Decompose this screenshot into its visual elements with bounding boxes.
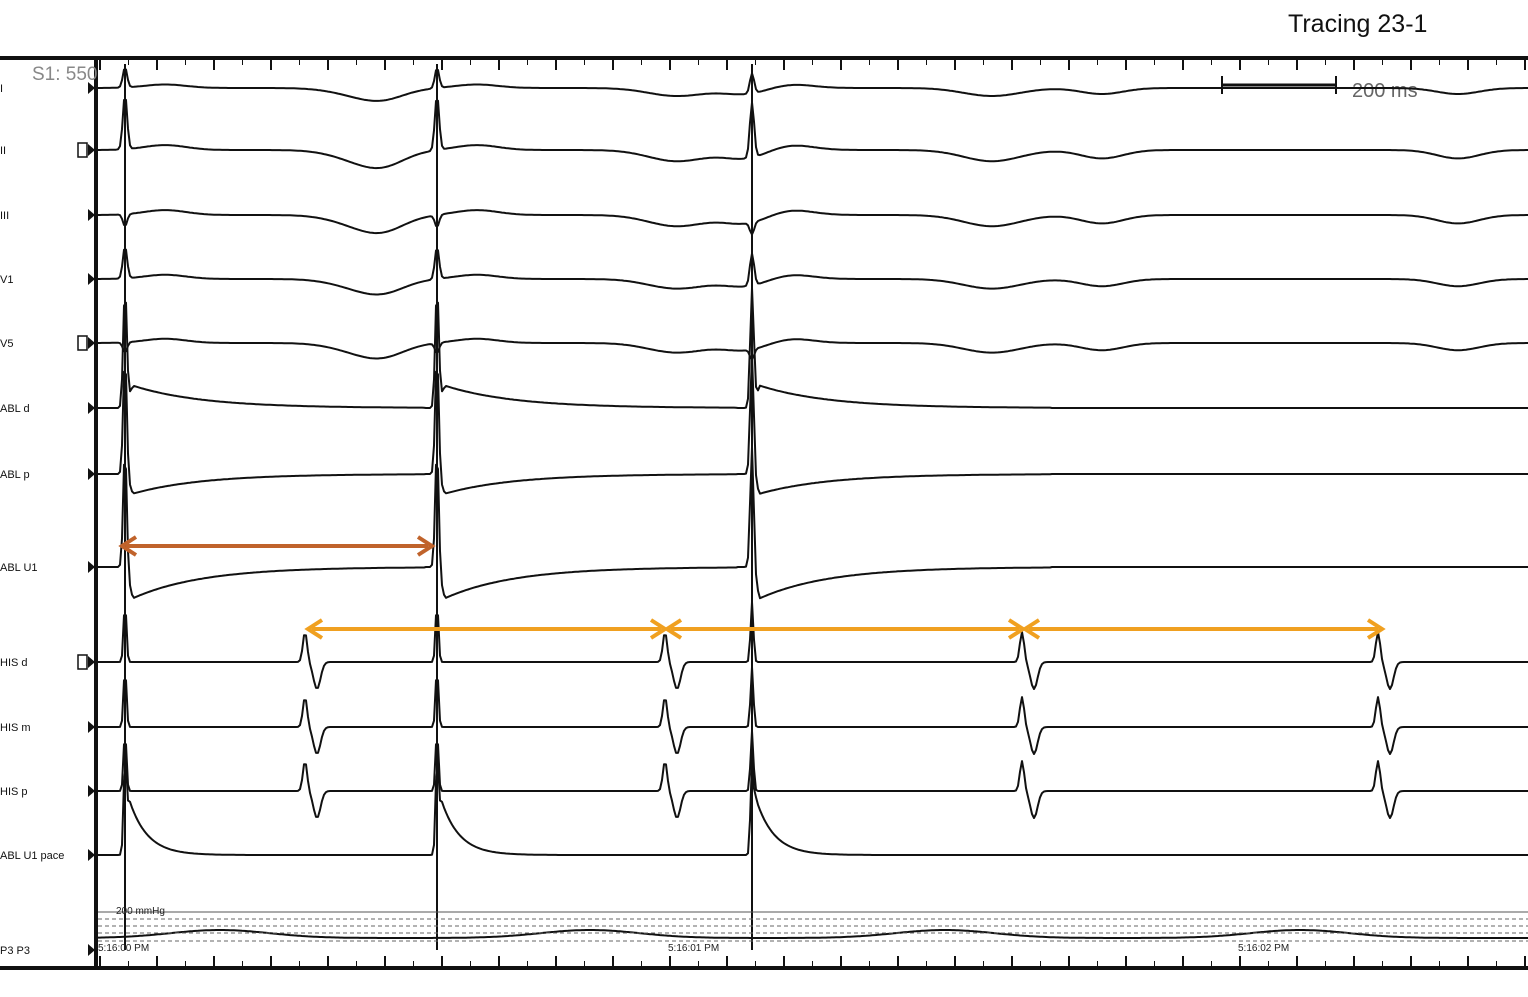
channel-badge	[77, 142, 88, 158]
channel-marker	[88, 337, 95, 349]
trace-his-p	[98, 730, 1528, 819]
trace-lead-v5	[98, 337, 1528, 361]
time-mark-2: 5:16:01 PM	[668, 943, 719, 954]
traces	[98, 64, 1528, 950]
lead-label-v5: V5	[0, 338, 13, 350]
trace-lead-iii	[98, 209, 1528, 236]
pressure-label: 200 mmHg	[116, 906, 165, 917]
protocol-label: S1: 550	[32, 64, 98, 85]
his-interval-arrow-2	[663, 618, 1027, 640]
trace-abl-u1-pace	[98, 759, 1528, 856]
interval-arrows	[118, 535, 1386, 640]
channel-badge	[77, 654, 88, 670]
tracing-title: Tracing 23-1	[1288, 10, 1428, 38]
bottom-time-ticks	[99, 956, 1526, 966]
channel-marker	[88, 209, 95, 221]
scale-bar: 200 ms	[1221, 76, 1418, 102]
lead-label-abl-p: ABL p	[0, 469, 30, 481]
channel-badge	[77, 335, 88, 351]
lead-label-i: I	[0, 83, 3, 95]
channel-marker	[88, 849, 95, 861]
his-interval-arrow-3	[1021, 618, 1386, 640]
trace-abl-p	[98, 353, 1528, 495]
pacing-interval-arrow	[118, 535, 436, 557]
trace-abl-d	[98, 287, 1528, 409]
lead-label-his-m: HIS m	[0, 722, 31, 734]
pressure-channel: 200 mmHg 5:16:00 PM 5:16:01 PM 5:16:02 P…	[98, 906, 1528, 954]
top-time-ticks	[99, 60, 1526, 70]
channel-marker	[88, 82, 95, 94]
lead-label-abl-d: ABL d	[0, 403, 30, 415]
trace-abl-u1	[98, 446, 1528, 600]
his-interval-arrow-1	[304, 618, 669, 640]
lead-label-v1: V1	[0, 274, 13, 286]
trace-p3	[98, 929, 1528, 939]
channel-marker	[88, 785, 95, 797]
trace-lead-i	[98, 68, 1528, 102]
time-mark-1: 5:16:00 PM	[98, 943, 149, 954]
trace-lead-ii	[98, 98, 1528, 170]
lead-label-abl-u1-pace: ABL U1 pace	[0, 850, 64, 862]
lead-label-his-d: HIS d	[0, 657, 28, 669]
channel-marker	[88, 656, 95, 668]
lead-label-ii: II	[0, 145, 6, 157]
channel-marker	[88, 144, 95, 156]
lead-label-iii: III	[0, 210, 9, 222]
channel-marker	[88, 273, 95, 285]
lead-label-p3-p3: P3 P3	[0, 945, 30, 957]
scale-bar-label: 200 ms	[1352, 80, 1418, 102]
channel-marker	[88, 944, 95, 956]
channel-marker	[88, 468, 95, 480]
channel-marker	[88, 561, 95, 573]
time-mark-3: 5:16:02 PM	[1238, 943, 1289, 954]
trace-his-d	[98, 601, 1528, 690]
lead-label-abl-u1: ABL U1	[0, 562, 38, 574]
lead-label-his-p: HIS p	[0, 786, 28, 798]
trace-his-m	[98, 666, 1528, 755]
channel-marker	[88, 721, 95, 733]
trace-lead-v1	[98, 248, 1528, 296]
channel-marker	[88, 402, 95, 414]
